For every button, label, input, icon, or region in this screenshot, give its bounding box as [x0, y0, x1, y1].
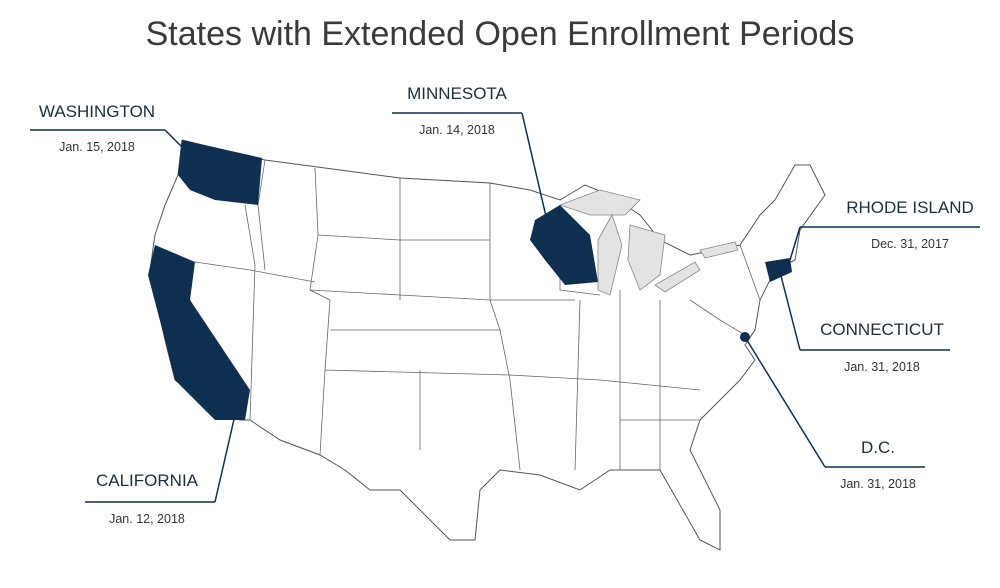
state-label: MINNESOTA [407, 84, 507, 103]
state-label: D.C. [861, 438, 895, 457]
deadline-date: Dec. 31, 2017 [871, 237, 949, 251]
deadline-date: Jan. 31, 2018 [840, 477, 916, 491]
leader-line [779, 271, 801, 351]
leader-line [214, 414, 236, 503]
deadline-date: Jan. 31, 2018 [844, 360, 920, 374]
leader-line [744, 336, 826, 468]
title: States with Extended Open Enrollment Per… [146, 15, 855, 53]
us-map [148, 139, 826, 551]
deadline-date: Jan. 14, 2018 [419, 123, 495, 137]
leader-line [789, 226, 801, 261]
leader-line [164, 129, 196, 161]
deadline-date: Jan. 12, 2018 [109, 512, 185, 526]
deadline-date: Jan. 15, 2018 [59, 140, 135, 154]
state-label: RHODE ISLAND [846, 198, 974, 217]
state-label: CONNECTICUT [820, 320, 944, 339]
leader-line [521, 112, 549, 226]
state-label: CALIFORNIA [96, 471, 199, 490]
state-label: WASHINGTON [39, 102, 155, 121]
